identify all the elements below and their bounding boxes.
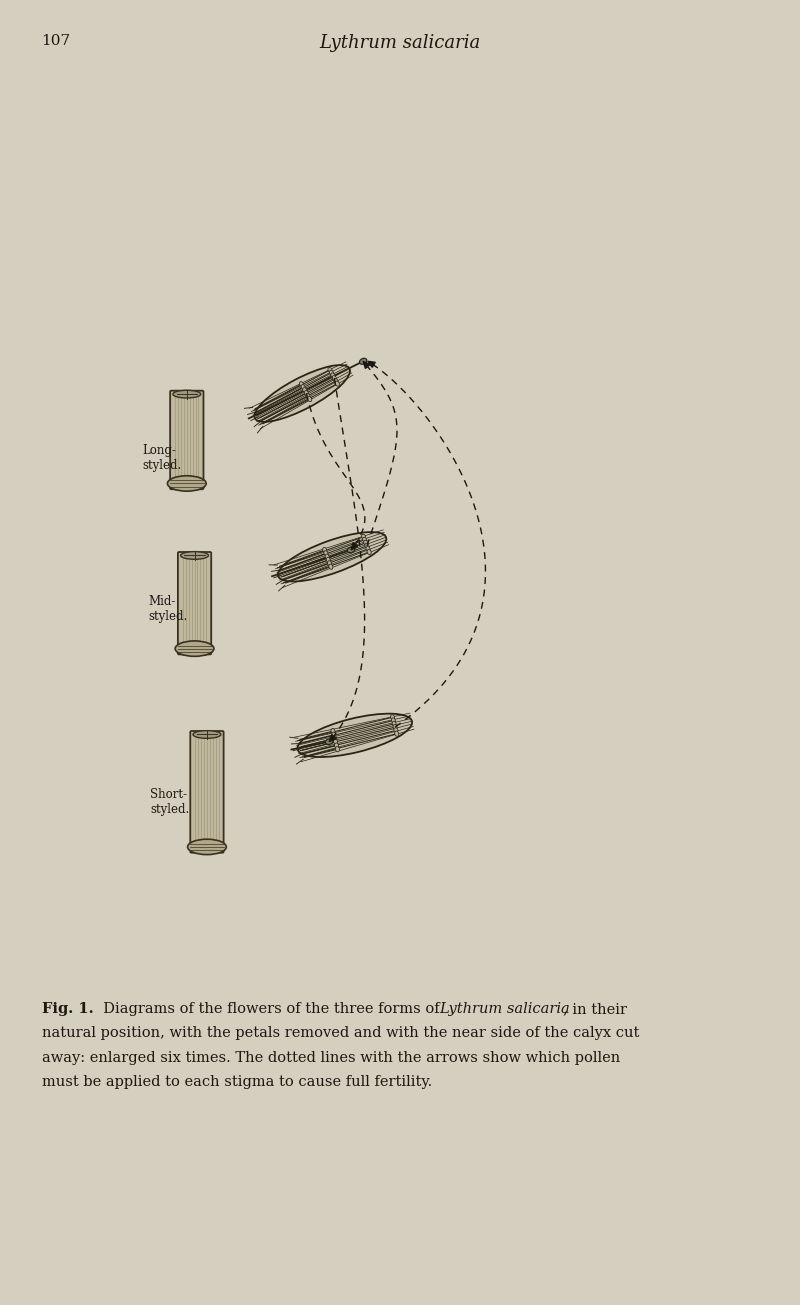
Ellipse shape (347, 547, 355, 553)
Ellipse shape (304, 390, 309, 395)
Text: Mid-
styled.: Mid- styled. (149, 595, 188, 622)
FancyBboxPatch shape (190, 731, 224, 852)
Ellipse shape (181, 552, 209, 560)
Ellipse shape (167, 476, 206, 491)
Ellipse shape (175, 641, 214, 656)
Ellipse shape (187, 839, 226, 855)
Ellipse shape (393, 724, 397, 729)
Ellipse shape (394, 731, 398, 736)
Ellipse shape (367, 549, 371, 555)
Ellipse shape (333, 736, 337, 741)
Ellipse shape (332, 376, 337, 381)
Polygon shape (330, 735, 336, 741)
Text: Diagrams of the flowers of the three forms of: Diagrams of the flowers of the three for… (94, 1002, 444, 1017)
Ellipse shape (331, 728, 335, 733)
Text: Short-
styled.: Short- styled. (150, 788, 190, 816)
Ellipse shape (325, 555, 330, 560)
Ellipse shape (306, 394, 310, 399)
Ellipse shape (326, 739, 333, 744)
Text: Fig. 1.: Fig. 1. (42, 1002, 94, 1017)
Ellipse shape (327, 561, 332, 566)
Ellipse shape (301, 385, 306, 390)
Ellipse shape (392, 722, 396, 727)
Text: must be applied to each stigma to cause full fertility.: must be applied to each stigma to cause … (42, 1075, 432, 1088)
Text: , in their: , in their (563, 1002, 627, 1017)
Ellipse shape (335, 381, 339, 386)
Ellipse shape (326, 557, 330, 562)
Ellipse shape (254, 365, 350, 422)
Text: away: enlarged six times. The dotted lines with the arrows show which pollen: away: enlarged six times. The dotted lin… (42, 1051, 620, 1065)
Ellipse shape (330, 371, 334, 376)
Ellipse shape (334, 378, 338, 384)
Ellipse shape (362, 538, 366, 543)
Ellipse shape (334, 743, 338, 748)
Polygon shape (368, 361, 375, 367)
FancyBboxPatch shape (170, 390, 203, 489)
Ellipse shape (362, 534, 366, 539)
Ellipse shape (322, 547, 326, 552)
Text: Long-
styled.: Long- styled. (142, 445, 182, 472)
Ellipse shape (394, 728, 398, 733)
Ellipse shape (359, 359, 366, 364)
Ellipse shape (324, 551, 328, 556)
Ellipse shape (298, 714, 412, 757)
Ellipse shape (173, 390, 201, 398)
Polygon shape (363, 361, 370, 368)
Ellipse shape (299, 381, 304, 386)
Ellipse shape (390, 715, 394, 720)
Ellipse shape (334, 740, 338, 745)
Text: Lythrum salicaria: Lythrum salicaria (319, 34, 481, 52)
Ellipse shape (366, 547, 370, 552)
Ellipse shape (335, 746, 339, 752)
Polygon shape (351, 543, 358, 549)
Ellipse shape (278, 532, 386, 582)
Ellipse shape (364, 540, 368, 545)
Ellipse shape (391, 718, 395, 723)
Ellipse shape (329, 564, 333, 569)
Ellipse shape (328, 368, 332, 372)
Text: natural position, with the petals removed and with the near side of the calyx cu: natural position, with the petals remove… (42, 1026, 639, 1040)
Ellipse shape (193, 731, 221, 739)
Ellipse shape (365, 543, 369, 548)
FancyBboxPatch shape (178, 552, 211, 654)
Text: 107: 107 (42, 34, 70, 48)
Ellipse shape (332, 732, 336, 737)
Text: Lythrum salicaria: Lythrum salicaria (439, 1002, 570, 1017)
Ellipse shape (302, 388, 307, 393)
Ellipse shape (307, 397, 312, 402)
Ellipse shape (331, 373, 335, 378)
